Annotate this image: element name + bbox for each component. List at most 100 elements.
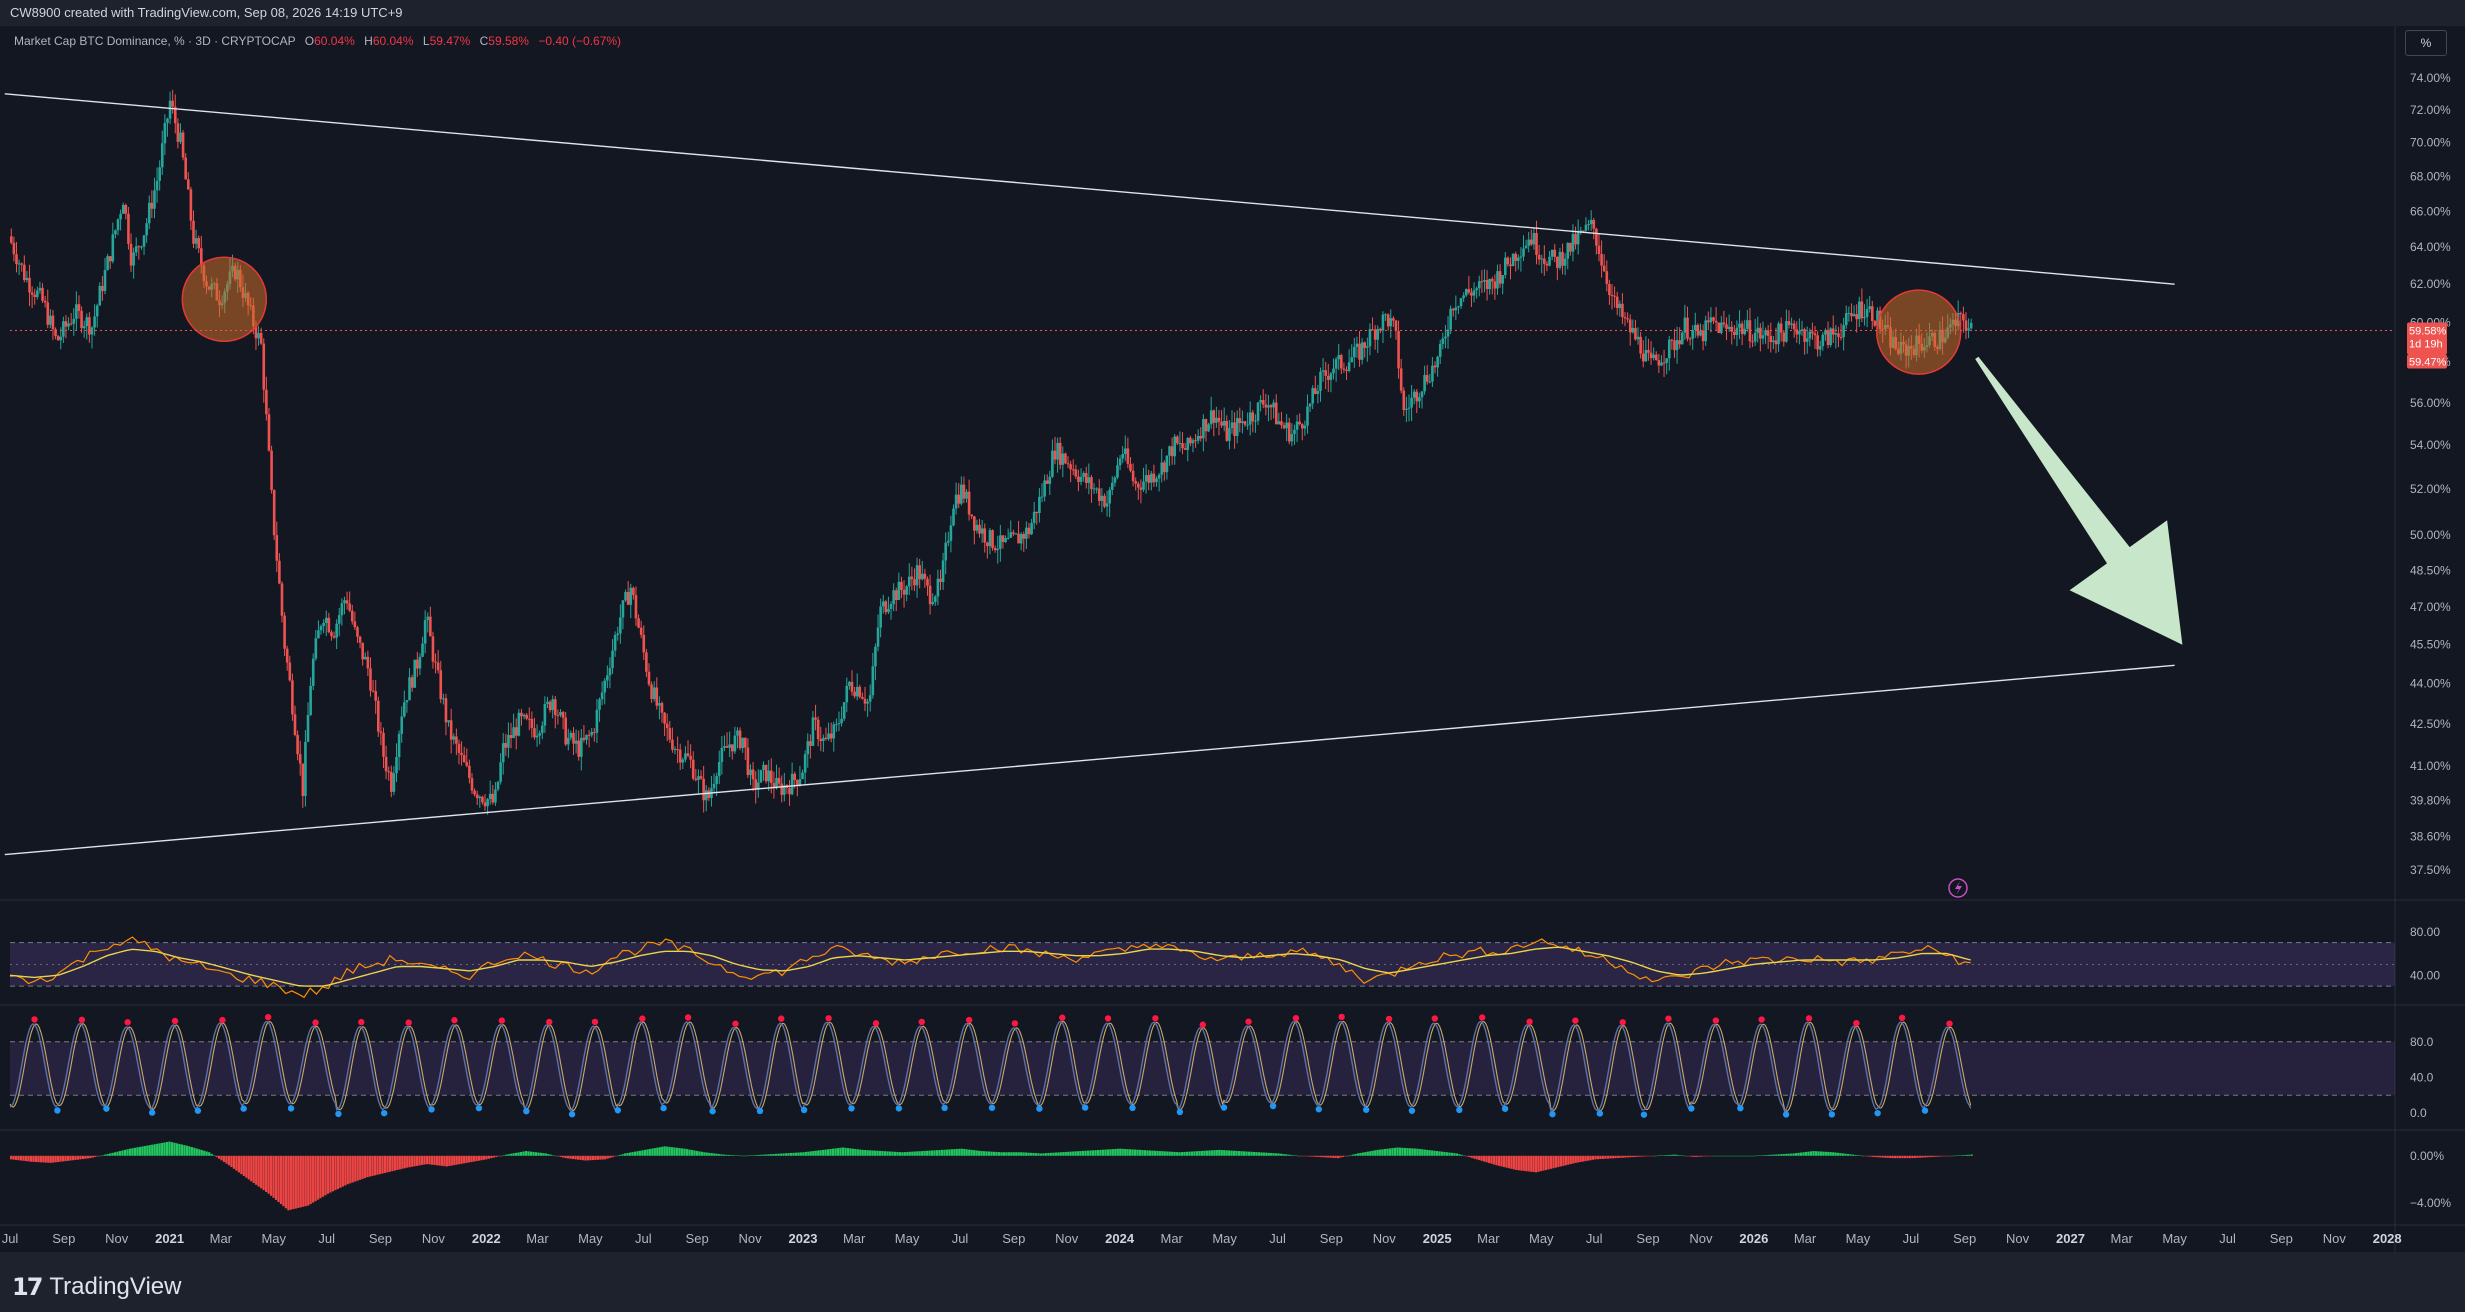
momentum-bar bbox=[183, 1145, 186, 1156]
momentum-bar bbox=[772, 1154, 775, 1156]
candle-body bbox=[439, 670, 443, 700]
candle-body bbox=[866, 701, 869, 704]
candle-body bbox=[655, 687, 659, 706]
candle-body bbox=[1688, 338, 1692, 340]
momentum-bar bbox=[1297, 1155, 1300, 1157]
momentum-bar bbox=[1656, 1155, 1659, 1157]
momentum-bar bbox=[1636, 1155, 1639, 1157]
momentum-bar bbox=[908, 1151, 911, 1156]
momentum-bar bbox=[1230, 1150, 1233, 1156]
candle-body bbox=[1274, 402, 1278, 425]
candle-body bbox=[1420, 391, 1424, 398]
momentum-bar bbox=[789, 1152, 793, 1156]
candle-body bbox=[1699, 330, 1702, 336]
momentum-bar bbox=[455, 1155, 458, 1165]
momentum-bar bbox=[903, 1152, 906, 1156]
momentum-bar bbox=[1099, 1149, 1102, 1156]
percent-scale-button[interactable]: % bbox=[2405, 30, 2447, 56]
candle-body bbox=[1740, 323, 1744, 335]
momentum-bar bbox=[1572, 1155, 1575, 1164]
momentum-bar bbox=[240, 1155, 243, 1175]
candle-body bbox=[332, 636, 336, 638]
candle-body bbox=[384, 756, 388, 772]
candle-body bbox=[410, 677, 414, 688]
candle-body bbox=[1358, 343, 1361, 360]
candle-body bbox=[660, 703, 664, 713]
candle-body bbox=[345, 600, 349, 604]
momentum-bar bbox=[1388, 1148, 1392, 1156]
candle-body bbox=[1847, 313, 1851, 315]
momentum-bar bbox=[1512, 1155, 1515, 1170]
candle-body bbox=[1334, 359, 1338, 369]
chart-canvas[interactable]: Jul Sep Nov 2021 Mar May Jul Sep Nov 2022 Mar May Ju… bbox=[0, 0, 2465, 1262]
momentum-bar bbox=[220, 1155, 223, 1161]
candle-body bbox=[790, 773, 794, 795]
x-tick-label: Mar bbox=[843, 1231, 866, 1246]
stoch-overbought-dot bbox=[965, 1016, 973, 1024]
momentum-bar bbox=[1096, 1150, 1100, 1156]
candle-body bbox=[1545, 263, 1549, 266]
momentum-bar bbox=[720, 1154, 723, 1156]
momentum-bar bbox=[933, 1150, 936, 1156]
candle-body bbox=[475, 794, 479, 799]
candle-body bbox=[626, 592, 630, 605]
candle-body bbox=[540, 725, 544, 734]
momentum-bar bbox=[725, 1154, 728, 1156]
candle-body bbox=[348, 603, 351, 611]
candle-body bbox=[1051, 450, 1054, 477]
momentum-bar bbox=[742, 1155, 746, 1157]
stoch-overbought-dot bbox=[546, 1018, 553, 1026]
momentum-bar bbox=[252, 1155, 255, 1184]
momentum-bar bbox=[747, 1155, 750, 1156]
candle-body bbox=[827, 733, 830, 740]
momentum-bar bbox=[1304, 1155, 1308, 1157]
candle-body bbox=[280, 583, 284, 616]
momentum-bar bbox=[1953, 1155, 1956, 1157]
momentum-bar bbox=[1025, 1152, 1028, 1156]
candle-body bbox=[38, 287, 42, 291]
x-tick-label: Mar bbox=[210, 1231, 233, 1246]
momentum-bar bbox=[1465, 1155, 1468, 1157]
momentum-bar bbox=[156, 1143, 159, 1156]
candle-body bbox=[1176, 436, 1179, 444]
momentum-bar bbox=[1143, 1150, 1147, 1156]
candle-body bbox=[514, 727, 518, 736]
candle-body bbox=[704, 790, 708, 801]
candle-body bbox=[960, 484, 963, 504]
candle-body bbox=[889, 604, 893, 609]
momentum-bar bbox=[1718, 1155, 1721, 1157]
x-tick-label: 2028 bbox=[2373, 1231, 2402, 1246]
momentum-bar bbox=[596, 1155, 599, 1160]
candle-body bbox=[621, 600, 625, 618]
chart-background bbox=[0, 26, 2465, 1252]
momentum-bar bbox=[589, 1155, 592, 1161]
candle-body bbox=[915, 565, 919, 586]
tradingview-logo[interactable]: 17 TradingView bbox=[12, 1270, 181, 1304]
candle-body bbox=[1235, 418, 1239, 436]
candle-body bbox=[1168, 446, 1171, 456]
stoch-overbought-dot bbox=[778, 1015, 785, 1022]
candle-body bbox=[1389, 318, 1393, 327]
price-tick-label: 52.00% bbox=[2410, 482, 2451, 496]
symbol-name[interactable]: Market Cap BTC Dominance, % · 3D · CRYPT… bbox=[14, 34, 296, 48]
candle-body bbox=[1831, 328, 1835, 335]
candle-body bbox=[1368, 329, 1372, 347]
momentum-bar bbox=[386, 1155, 389, 1173]
candle-body bbox=[777, 777, 781, 784]
momentum-bar bbox=[581, 1155, 585, 1161]
momentum-bar bbox=[930, 1150, 934, 1156]
candle-body bbox=[465, 762, 469, 766]
momentum-bar bbox=[851, 1148, 854, 1156]
momentum-bar bbox=[819, 1150, 822, 1156]
momentum-bar bbox=[376, 1155, 379, 1175]
candle-body bbox=[1123, 448, 1127, 454]
momentum-bar bbox=[648, 1148, 651, 1156]
momentum-bar bbox=[574, 1155, 577, 1160]
momentum-bar bbox=[1574, 1155, 1577, 1163]
candle-body bbox=[793, 773, 797, 781]
momentum-bar bbox=[1198, 1151, 1201, 1156]
momentum-bar bbox=[1027, 1152, 1030, 1156]
candle-body bbox=[431, 636, 435, 662]
candle-body bbox=[1725, 324, 1728, 329]
momentum-bar bbox=[1938, 1155, 1941, 1157]
